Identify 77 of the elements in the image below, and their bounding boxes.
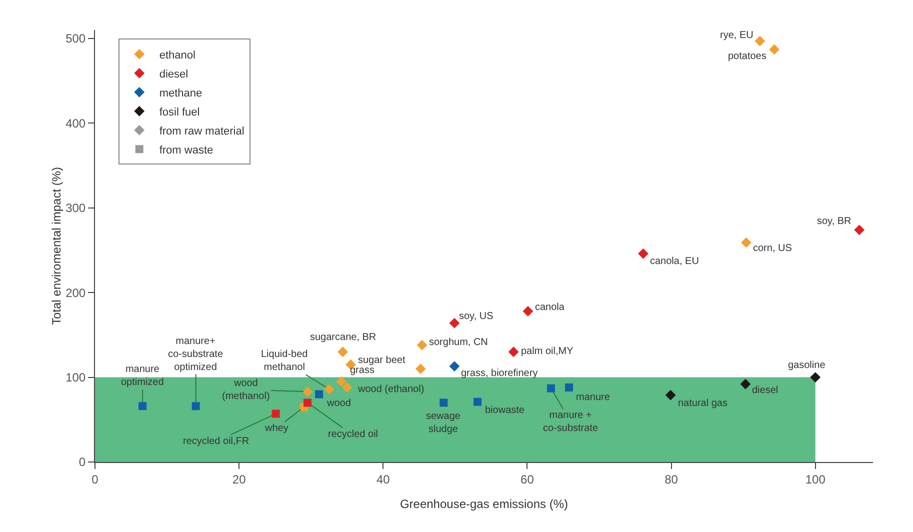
legend-label: from waste [159, 144, 214, 156]
point [546, 384, 555, 392]
legend-label: ethanol [159, 49, 196, 62]
point [522, 306, 534, 316]
data-label: soy, US [459, 311, 494, 322]
point [416, 340, 428, 350]
point [315, 390, 324, 398]
point [854, 224, 865, 236]
y-tick-label: 500 [66, 32, 86, 46]
data-label: natural gas [678, 398, 728, 409]
data-label: sugarcane, BR [310, 332, 376, 343]
point [740, 378, 751, 390]
data-label: wood (methanol) [222, 378, 270, 402]
y-tick-label: 0 [78, 455, 86, 470]
data-label: potatoes [728, 51, 766, 62]
x-tick-label: 80 [664, 472, 678, 486]
data-label: rye, EU [720, 30, 754, 41]
data-label: manure+ co-substrate optimized [168, 336, 224, 373]
point [565, 383, 573, 392]
x-tick-label: 40 [376, 472, 390, 486]
data-label: diesel [752, 385, 778, 396]
point [508, 346, 519, 358]
data-label: biowaste [485, 405, 525, 416]
point [440, 398, 448, 407]
data-label: recycled oil [328, 429, 378, 440]
legend-label: from raw material [159, 125, 244, 138]
x-tick-label: 0 [92, 472, 99, 486]
data-label: grass [350, 365, 374, 376]
data-label: manure optimized [121, 364, 164, 388]
data-label: manure [576, 392, 610, 403]
data-label: corn, US [753, 243, 792, 254]
x-axis-title: Greenhouse-gas emissions (%) [400, 497, 568, 511]
data-label: gasoline [788, 360, 826, 371]
data-label: sugar beet [358, 355, 406, 366]
data-label: whey [264, 423, 288, 434]
point [336, 376, 347, 387]
point [324, 384, 334, 394]
point [302, 386, 313, 397]
data-label: grass, biorefinery [461, 368, 538, 379]
y-tick-label: 200 [66, 286, 86, 300]
point [754, 36, 766, 46]
point [449, 361, 460, 372]
point [338, 346, 348, 358]
point [304, 398, 312, 407]
data-label: sewage sludge [426, 411, 461, 435]
data-label: Liquid-bed methanol [261, 349, 308, 373]
y-tick-label: 400 [66, 116, 86, 130]
point [415, 364, 426, 374]
point [810, 372, 821, 382]
y-tick-label: 300 [66, 201, 86, 216]
x-tick-label: 60 [520, 472, 534, 486]
point [769, 44, 780, 55]
x-tick-label: 20 [232, 472, 246, 486]
data-label: soy, BR [817, 216, 852, 227]
point [192, 402, 200, 410]
legend-label: methane [159, 87, 202, 100]
data-label: canola [535, 302, 565, 313]
legend-label: diesel [159, 68, 188, 80]
point [474, 398, 482, 406]
data-label: sorghum, CN [429, 337, 488, 348]
data-label: wood [326, 398, 351, 409]
data-label: wood (ethanol) [357, 384, 424, 395]
point [665, 390, 676, 400]
point [138, 402, 147, 410]
data-label: canola, EU [650, 256, 699, 267]
y-axis-title: Total enviromental impact (%) [50, 166, 64, 326]
point [342, 382, 352, 393]
legend-label: fosil fuel [159, 106, 200, 118]
point [741, 237, 752, 248]
data-label: palm oil,MY [521, 346, 574, 357]
point [638, 248, 648, 259]
data-label: manure + co-substrate [543, 410, 598, 434]
x-tick-label: 100 [805, 472, 826, 486]
data-label: recycled oil,FR [183, 436, 250, 447]
y-tick-label: 100 [66, 370, 86, 384]
point [272, 410, 280, 418]
point [449, 318, 460, 328]
